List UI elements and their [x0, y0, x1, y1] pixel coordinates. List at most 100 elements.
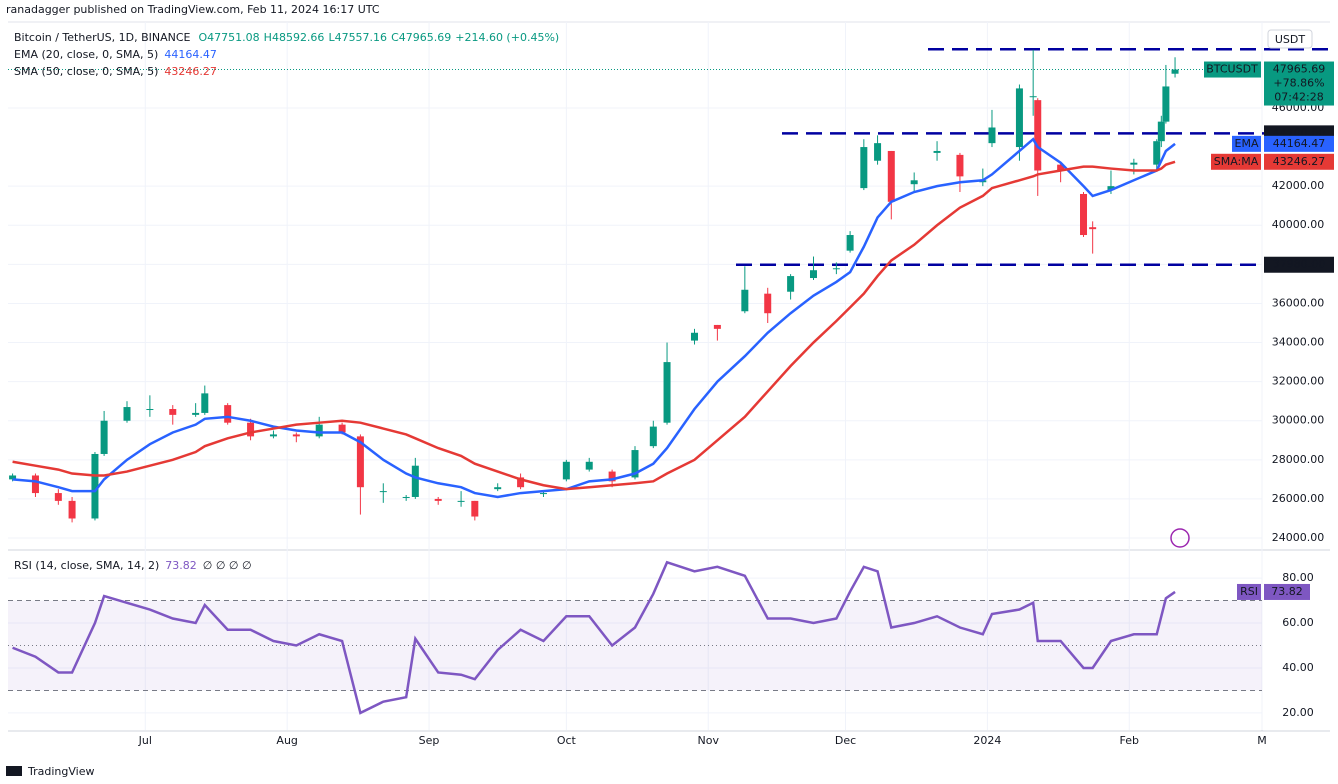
y-tick-label: 24000.00	[1272, 531, 1325, 544]
series-value-label: 73.82	[1271, 585, 1303, 598]
candle-body	[146, 409, 154, 411]
change: +214.60 (+0.45%)	[455, 31, 559, 44]
candle-body	[471, 500, 479, 517]
y-tick-label: 40.00	[1282, 661, 1314, 674]
candle-body	[713, 324, 721, 329]
candle-body	[860, 147, 868, 189]
candle-body	[379, 491, 387, 493]
marks	[8, 48, 1332, 715]
candle-body	[292, 434, 300, 437]
y-tick-label: 30000.00	[1272, 414, 1325, 427]
currency[interactable]: USDT	[1275, 33, 1306, 46]
candle-body	[910, 180, 918, 185]
indicator-line	[12, 160, 1176, 491]
candle-body	[411, 465, 419, 497]
candle-body	[649, 426, 657, 447]
candle-body	[247, 422, 255, 437]
brand: TradingView	[27, 765, 94, 778]
y-tick-label: 36000.00	[1272, 296, 1325, 309]
candle-body	[123, 407, 131, 421]
grid: Jul Aug Sep Oct Nov Dec 2024 Feb M 24000.00 26000.…	[8, 22, 1324, 747]
symbol-tag	[1204, 61, 1261, 78]
candle-body	[517, 477, 525, 488]
x-tick-label: Jul	[138, 734, 152, 747]
candle-body	[887, 150, 895, 202]
x-tick-label: Oct	[557, 734, 577, 747]
series-tag	[1237, 583, 1261, 600]
sma-legend: SMA (50, close, 0, SMA, 5) 43246.27	[14, 65, 217, 78]
series-value-tag	[1264, 153, 1334, 170]
candle-body	[1034, 100, 1042, 171]
candle-body	[1157, 121, 1165, 142]
x-tick-label: 2024	[973, 734, 1001, 747]
series-tag	[1211, 153, 1261, 170]
alert-icon[interactable]	[1170, 528, 1190, 548]
indicator-line	[12, 560, 1176, 715]
candle-body	[1162, 86, 1170, 122]
ema-legend: EMA (20, close, 0, SMA, 5) 44164.47	[14, 48, 217, 61]
candle-body	[764, 293, 772, 314]
candle-body	[1015, 88, 1023, 148]
candle-body	[269, 434, 277, 437]
candle-body	[402, 496, 410, 498]
series-tag-label: RSI	[1240, 585, 1258, 598]
candle-body	[1057, 164, 1065, 171]
x-tick-label: Nov	[697, 734, 719, 747]
y-tick-label: 80.00	[1282, 571, 1314, 584]
candle-body	[874, 143, 882, 161]
ema-name: EMA (20, close, 0, SMA, 5)	[14, 48, 158, 61]
level-tag-label: 37980.00	[1273, 258, 1326, 271]
candle-body	[54, 493, 62, 501]
symbol: Bitcoin / TetherUS, 1D, BINANCE	[14, 31, 191, 44]
rsi-extra: ∅ ∅ ∅ ∅	[203, 559, 252, 572]
candle-body	[434, 498, 442, 501]
symbol-legend: Bitcoin / TetherUS, 1D, BINANCE O47751.08…	[14, 31, 559, 44]
candle-body	[356, 436, 364, 488]
candle-body	[457, 500, 465, 502]
price-tag	[1264, 61, 1334, 106]
byline: ranadagger published on TradingView.com,…	[6, 3, 380, 16]
y-tick-label: 60.00	[1282, 616, 1314, 629]
candle-body	[562, 461, 570, 480]
x-tick-label: M	[1257, 734, 1267, 747]
candle-body	[1107, 186, 1115, 191]
ohlc: H48592.66	[264, 31, 325, 44]
sma-name: SMA (50, close, 0, SMA, 5)	[14, 65, 158, 78]
candle-body	[338, 424, 346, 433]
series-value-tag	[1264, 135, 1334, 152]
series-tag	[1232, 135, 1261, 152]
candle-body	[192, 412, 200, 415]
price-tag-change: +78.86%	[1273, 77, 1324, 90]
candle-body	[1029, 96, 1037, 98]
candle-body	[608, 471, 616, 482]
candle-body	[1171, 69, 1179, 74]
candle-body	[68, 500, 76, 519]
candle-body	[846, 235, 854, 251]
candle-body	[91, 453, 99, 519]
x-tick-label: Dec	[835, 734, 856, 747]
rsi-name: RSI (14, close, SMA, 14, 2)	[14, 559, 159, 572]
candle-body	[1080, 193, 1088, 236]
candle-body	[787, 276, 795, 292]
ema-value: 44164.47	[164, 48, 217, 61]
candle-body	[933, 150, 941, 153]
candle-body	[224, 405, 232, 423]
y-tick-label: 28000.00	[1272, 453, 1325, 466]
currency-box[interactable]	[1267, 29, 1313, 49]
candle-body	[1153, 141, 1161, 165]
candle-body	[988, 127, 996, 144]
candle-body	[315, 424, 323, 437]
ohlc: C47965.69	[391, 31, 451, 44]
series-tag-label: SMA:MA	[1214, 155, 1259, 168]
level-tag	[1264, 256, 1334, 273]
tags: 37980.0044700.0047965.69+78.86%07:42:28B…	[1204, 61, 1334, 600]
sma-value: 43246.27	[164, 65, 217, 78]
series-value-tag	[1264, 583, 1310, 600]
candle-body	[741, 289, 749, 312]
series-value-label: 43246.27	[1273, 155, 1326, 168]
candle-body	[169, 409, 177, 415]
candle-body	[631, 450, 639, 478]
candle-body	[539, 493, 547, 495]
indicator-line	[12, 137, 1176, 499]
